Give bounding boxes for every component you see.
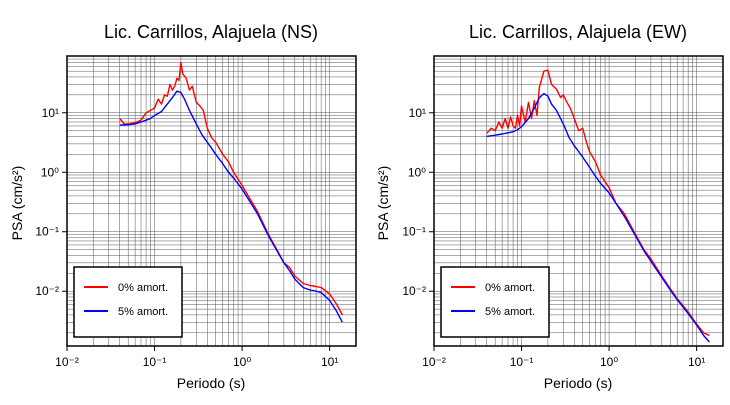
- series-line-0pct: [119, 61, 344, 316]
- legend-label-0pct: 0% amort.: [118, 282, 168, 294]
- x-tick-label: 10⁻²: [422, 355, 446, 369]
- x-tick-label: 10⁻¹: [143, 355, 167, 369]
- x-tick-label: 10¹: [321, 355, 338, 369]
- x-tick-label: 10⁻¹: [510, 355, 534, 369]
- legend-label-5pct: 5% amort.: [118, 306, 168, 318]
- y-tick-label: 10⁰: [408, 165, 426, 179]
- legend-box: [440, 266, 550, 338]
- y-axis-label: PSA (cm/s²): [375, 166, 391, 241]
- legend: 0% amort. 5% amort.: [73, 266, 183, 338]
- legend: 0% amort. 5% amort.: [440, 266, 550, 338]
- legend-box: [73, 266, 183, 338]
- y-tick-label: 10¹: [409, 106, 426, 120]
- x-axis-label: Periodo (s): [177, 375, 245, 391]
- plot-frame: [66, 55, 357, 347]
- series-line-0pct: [486, 69, 710, 337]
- plot-area: 10⁻² 10⁻¹ 10⁰ 10¹ 10⁻² 10⁻¹ 10⁰ 10¹: [35, 55, 357, 369]
- chart-title: Lic. Carrillos, Alajuela (NS): [104, 22, 318, 42]
- y-axis-label: PSA (cm/s²): [9, 166, 25, 241]
- y-tick-label: 10⁻²: [402, 284, 426, 298]
- x-tick-label: 10¹: [688, 355, 705, 369]
- x-axis-label: Periodo (s): [544, 375, 612, 391]
- y-tick-label: 10¹: [42, 106, 59, 120]
- series-line-5pct: [119, 90, 344, 323]
- y-tick-label: 10⁰: [41, 165, 59, 179]
- y-tick-label: 10⁻¹: [402, 225, 426, 239]
- y-tick-label: 10⁻²: [35, 284, 59, 298]
- x-tick-label: 10⁻²: [55, 355, 79, 369]
- series-line-5pct: [486, 92, 710, 343]
- grid: [66, 55, 357, 346]
- chart-panel-ns: 10⁻² 10⁻¹ 10⁰ 10¹ 10⁻² 10⁻¹ 10⁰ 10¹ Lic. Carril…: [9, 22, 357, 391]
- chart-title: Lic. Carrillos, Alajuela (EW): [469, 22, 687, 42]
- y-tick-label: 10⁻¹: [35, 225, 59, 239]
- x-tick-label: 10⁰: [600, 355, 618, 369]
- legend-label-0pct: 0% amort.: [485, 282, 535, 294]
- plot-frame: [433, 55, 724, 347]
- chart-panel-ew: 10⁻² 10⁻¹ 10⁰ 10¹ 10⁻² 10⁻¹ 10⁰ 10¹ Lic. Carril…: [375, 22, 724, 391]
- legend-label-5pct: 5% amort.: [485, 306, 535, 318]
- x-tick-label: 10⁰: [233, 355, 251, 369]
